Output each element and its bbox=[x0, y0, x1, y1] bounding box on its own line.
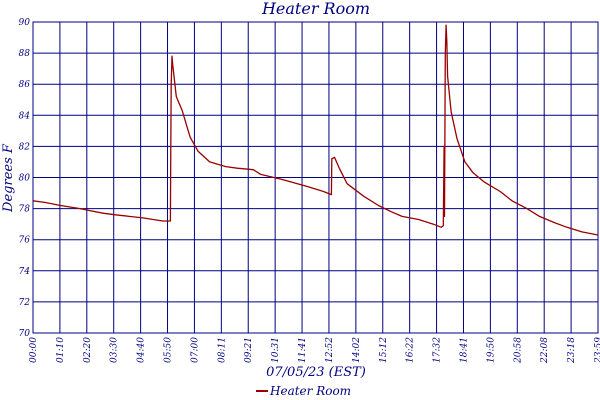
legend: Heater Room bbox=[256, 384, 351, 398]
y-tick-label: 84 bbox=[19, 111, 31, 121]
x-tick-label: 22:08 bbox=[540, 337, 550, 364]
y-tick-label: 86 bbox=[19, 80, 31, 90]
x-tick-label: 14:02 bbox=[352, 337, 362, 363]
x-tick-label: 20:58 bbox=[513, 337, 523, 364]
x-tick-label: 08:11 bbox=[217, 337, 227, 363]
x-tick-label: 12:52 bbox=[325, 337, 335, 363]
y-tick-label: 70 bbox=[19, 329, 31, 339]
x-tick-label: 01:10 bbox=[56, 337, 66, 363]
y-tick-label: 88 bbox=[19, 49, 31, 59]
x-tick-label: 09:21 bbox=[244, 337, 254, 363]
x-tick-label: 18:41 bbox=[459, 337, 469, 363]
x-tick-label: 10:31 bbox=[271, 337, 281, 363]
x-tick-labels: 00:00 01:10 02:20 03:30 04:40 05:50 07:00 08:11… bbox=[29, 337, 600, 364]
x-tick-label: 17:32 bbox=[433, 337, 443, 363]
x-tick-label: 03:30 bbox=[110, 337, 120, 363]
legend-label: Heater Room bbox=[269, 384, 351, 398]
x-tick-label: 02:20 bbox=[83, 337, 93, 363]
y-tick-label: 74 bbox=[19, 267, 31, 277]
x-tick-label: 11:41 bbox=[298, 337, 308, 363]
x-tick-label: 16:22 bbox=[406, 337, 416, 363]
y-tick-label: 76 bbox=[19, 236, 31, 246]
chart-title: Heater Room bbox=[261, 0, 370, 18]
y-tick-label: 78 bbox=[19, 205, 31, 215]
x-axis-label: 07/05/23 (EST) bbox=[266, 365, 366, 380]
y-tick-label: 90 bbox=[19, 18, 31, 28]
y-axis-label: Degrees F bbox=[1, 143, 16, 213]
x-tick-label: 23:59 bbox=[594, 337, 600, 364]
series-layer bbox=[32, 24, 599, 236]
x-tick-label: 00:00 bbox=[29, 337, 39, 363]
y-tick-label: 72 bbox=[19, 298, 31, 308]
x-tick-label: 05:50 bbox=[164, 337, 174, 363]
y-tick-label: 80 bbox=[19, 174, 31, 184]
x-tick-label: 15:12 bbox=[379, 337, 389, 363]
x-tick-label: 23:18 bbox=[567, 337, 577, 364]
x-tick-label: 04:40 bbox=[137, 337, 147, 363]
series-line-heater-room bbox=[32, 24, 599, 236]
y-tick-labels: 70 72 74 76 78 80 82 84 86 88 90 bbox=[19, 18, 31, 339]
x-tick-label: 07:00 bbox=[190, 337, 200, 363]
plot-frame bbox=[32, 21, 599, 334]
x-tick-label: 19:50 bbox=[486, 337, 496, 363]
y-tick-label: 82 bbox=[19, 142, 31, 152]
